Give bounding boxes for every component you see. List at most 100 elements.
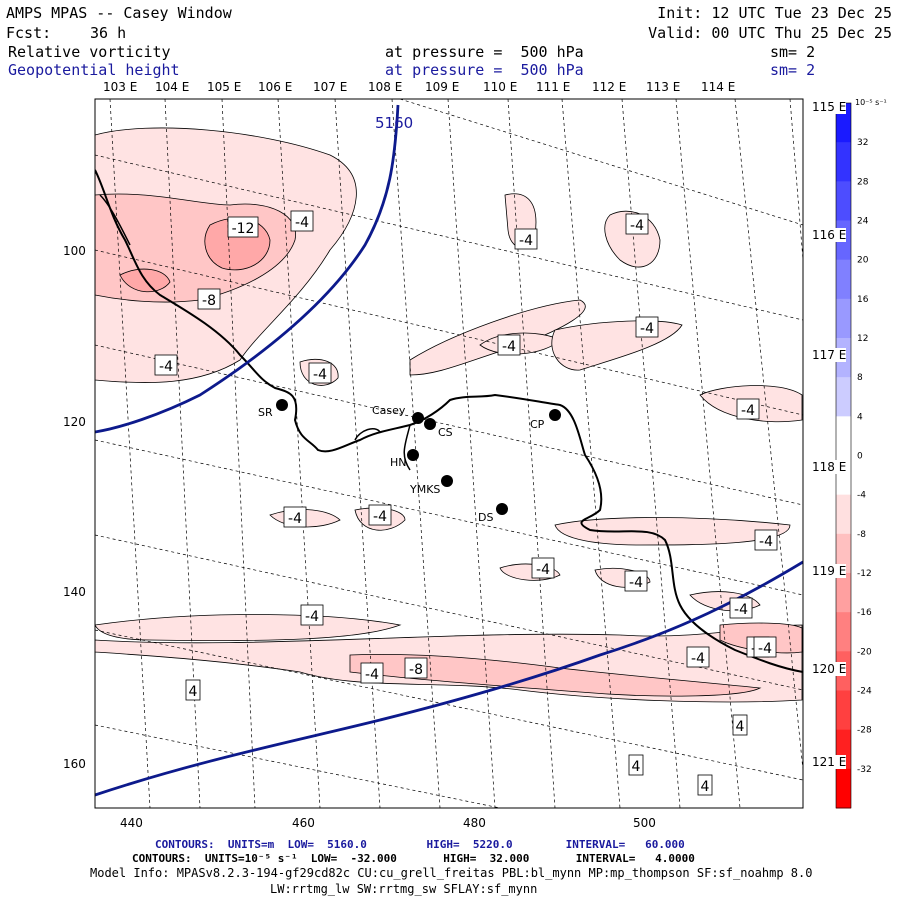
colorbar-label: -24 <box>857 687 872 697</box>
x-axis-tick-label: 460 <box>292 816 315 830</box>
coastline-inlet <box>99 194 411 471</box>
svg-text:-8: -8 <box>202 293 216 309</box>
colorbar-label: 32 <box>857 138 868 148</box>
svg-text:-4: -4 <box>313 367 327 383</box>
vorticity-contour-label: -4 <box>368 504 392 526</box>
svg-text:-4: -4 <box>759 534 773 550</box>
vorticity-contour-label: -12 <box>227 216 259 238</box>
station-cp: CP <box>530 409 561 431</box>
vorticity-contour-label: -4 <box>624 570 648 592</box>
svg-text:-4: -4 <box>305 609 319 625</box>
svg-text:-12: -12 <box>232 221 255 237</box>
svg-text:-4: -4 <box>365 667 379 683</box>
right-longitude-label: 115 E <box>812 100 847 114</box>
colorbar-label: -28 <box>857 726 872 736</box>
colorbar-label: -12 <box>857 569 872 579</box>
field1-smoothing: sm= 2 <box>770 43 816 61</box>
svg-text:-4: -4 <box>629 575 643 591</box>
vorticity-contour-label: -4 <box>283 506 307 528</box>
svg-text:-4: -4 <box>640 321 654 337</box>
top-longitude-label: 105 E <box>207 80 242 94</box>
colorbar-label: 8 <box>857 373 863 383</box>
y-axis-tick-label: 120 <box>63 415 86 429</box>
coastline <box>95 169 803 673</box>
colorbar-label: -4 <box>857 491 866 501</box>
vorticity-contour-label: -4 <box>635 316 659 338</box>
svg-text:-4: -4 <box>373 509 387 525</box>
right-longitude-label: 116 E <box>812 228 847 242</box>
svg-text:-4: -4 <box>295 215 309 231</box>
svg-text:-4: -4 <box>159 359 173 375</box>
forecast-label: Fcst: <box>6 24 52 42</box>
valid-time: Valid: 00 UTC Thu 25 Dec 25 <box>648 24 892 42</box>
station-cs: CS <box>424 418 453 439</box>
y-axis-tick-label: 160 <box>63 757 86 771</box>
svg-text:CP: CP <box>530 418 545 431</box>
svg-text:-4: -4 <box>519 233 533 249</box>
svg-text:-4: -4 <box>630 218 644 234</box>
right-longitude-label: 121 E <box>812 755 847 769</box>
map-title: AMPS MPAS -- Casey Window <box>6 4 232 22</box>
svg-text:-4: -4 <box>502 339 516 355</box>
vorticity-contour-label: -8 <box>197 288 221 310</box>
vorticity-contour-label: -4 <box>300 604 324 626</box>
x-axis-tick-label: 500 <box>633 816 656 830</box>
height-contour-info: CONTOURS: UNITS=m LOW= 5160.0 HIGH= 5220… <box>155 838 685 851</box>
init-time: Init: 12 UTC Tue 23 Dec 25 <box>657 4 892 22</box>
colorbar-label: 20 <box>857 256 869 266</box>
geopotential-height-contours <box>95 104 803 797</box>
station-ds: DS <box>478 503 508 524</box>
vorticity-contour-label: -4 <box>753 636 777 658</box>
colorbar-label: -32 <box>857 765 872 775</box>
svg-text:DS: DS <box>478 511 493 524</box>
svg-text:-4: -4 <box>734 602 748 618</box>
colorbar-label: 0 <box>857 452 863 462</box>
right-longitude-label: 117 E <box>812 348 847 362</box>
colorbar-label: -16 <box>857 608 872 618</box>
top-longitude-label: 109 E <box>425 80 460 94</box>
svg-text:4: 4 <box>701 779 710 795</box>
colorbar-swatch <box>836 377 851 417</box>
svg-text:-8: -8 <box>409 662 423 678</box>
vorticity-contour-label: 4 <box>628 754 644 776</box>
colorbar-swatch <box>836 768 851 809</box>
y-axis-tick-label: 140 <box>63 585 86 599</box>
vorticity-contour-label: -4 <box>754 529 778 551</box>
svg-text:-4: -4 <box>758 641 772 657</box>
vorticity-contour-labels: -12 -4 -4 -4 -8 -4 -4 -4 -4 -4 -4 -4 -4 -4 -4 -4 -4 -4 -4 -… <box>154 210 778 796</box>
vorticity-contour-label: 4 <box>185 679 201 701</box>
colorbar-label: 24 <box>857 217 869 227</box>
colorbar: 32 28 24 20 16 12 8 4 0 -4 -8 -12 -16 -20 -24 -28 -32 10⁻… <box>835 98 887 809</box>
colorbar-label: 16 <box>857 295 869 305</box>
colorbar-unit: 10⁻⁵ s⁻¹ <box>855 98 887 107</box>
top-longitude-label: 111 E <box>536 80 571 94</box>
colorbar-label: 12 <box>857 334 868 344</box>
top-longitude-label: 108 E <box>368 80 403 94</box>
colorbar-swatch <box>836 181 851 221</box>
svg-text:-4: -4 <box>288 511 302 527</box>
top-longitude-label: 107 E <box>313 80 348 94</box>
vorticity-contour-label: -4 <box>290 210 314 232</box>
vorticity-contour-label: -4 <box>514 228 538 250</box>
field2-smoothing: sm= 2 <box>770 61 816 79</box>
y-axis-tick-label: 100 <box>63 244 86 258</box>
field1-level: at pressure = 500 hPa <box>385 43 584 61</box>
station-sr: SR <box>258 399 288 419</box>
forecast-value: 36 h <box>90 24 127 42</box>
colorbar-swatch <box>836 573 851 613</box>
vorticity-contour-label: -4 <box>154 354 178 376</box>
field2-name: Geopotential height <box>8 61 180 79</box>
svg-text:-4: -4 <box>741 403 755 419</box>
svg-text:HN: HN <box>390 456 407 469</box>
vorticity-contour-label: -4 <box>686 646 710 668</box>
top-longitude-label: 114 E <box>701 80 736 94</box>
model-info: Model Info: MPASv8.2.3-194-gf29cd82c CU:… <box>90 866 813 880</box>
colorbar-label: -20 <box>857 647 872 657</box>
station-markers: SR Casey CS CP HN YMKS DS <box>258 399 561 524</box>
height-contour-label: 5160 <box>375 114 413 132</box>
vorticity-contour-label: -4 <box>497 334 521 356</box>
vorticity-contour-label: -8 <box>404 657 428 679</box>
vorticity-contour-label: -4 <box>308 362 332 384</box>
x-axis-tick-label: 440 <box>120 816 143 830</box>
